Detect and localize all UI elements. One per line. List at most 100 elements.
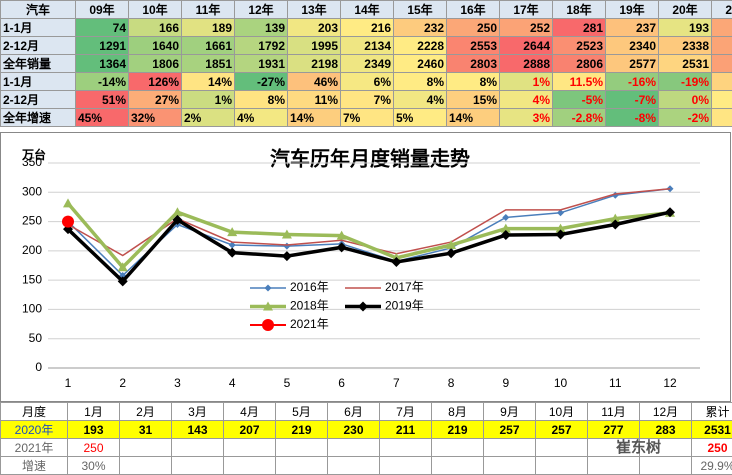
point <box>336 230 347 240</box>
header-row: 汽车09年10年11年12年13年14年15年16年17年18年19年20年21… <box>0 0 732 19</box>
total-cell: 29.9% <box>691 456 732 475</box>
point <box>665 207 675 218</box>
data-cell: 281 <box>552 18 606 37</box>
point <box>446 240 457 249</box>
data-cell: 2340 <box>605 36 659 55</box>
data-cell: 1931 <box>234 54 288 73</box>
data-cell <box>483 438 536 457</box>
data-cell <box>587 438 640 457</box>
legend-label: 2019年 <box>385 299 424 313</box>
data-cell <box>171 456 224 475</box>
legend-marker <box>264 284 272 292</box>
data-cell: 143 <box>171 420 224 439</box>
point <box>555 223 566 233</box>
data-cell <box>379 438 432 457</box>
data-cell: 27% <box>128 90 182 109</box>
legend-label: 2021年 <box>290 317 329 331</box>
point <box>227 227 238 237</box>
y-tick-label: 250 <box>22 214 42 228</box>
row-label: 全年增速 <box>0 108 76 127</box>
point <box>119 271 127 279</box>
data-cell: 2338 <box>658 36 712 55</box>
point <box>172 207 183 217</box>
header-row: 月度 1月 2月 3月 4月 5月 6月 7月 8月 9月 10月 11月 12月 累计 <box>0 402 732 421</box>
y-axis-label: 万台 <box>21 147 46 162</box>
point <box>117 276 128 287</box>
data-cell: 32% <box>128 108 182 127</box>
data-cell: 46% <box>287 72 341 91</box>
data-cell <box>639 456 692 475</box>
data-cell: 211 <box>379 420 432 439</box>
point <box>172 214 183 225</box>
header-cell: 4月 <box>223 402 276 421</box>
data-row: 2021年 250 250 <box>0 438 732 457</box>
point <box>666 185 674 193</box>
data-cell: -7% <box>605 90 659 109</box>
data-cell <box>223 456 276 475</box>
data-cell: 4% <box>499 90 553 109</box>
total-cell: 250 <box>691 438 732 457</box>
monthly-table: 月度 1月 2月 3月 4月 5月 6月 7月 8月 9月 10月 11月 12月 累计 2020年 193 3… <box>0 402 732 475</box>
data-cell <box>119 438 172 457</box>
data-cell: 1661 <box>181 36 235 55</box>
data-cell: 1% <box>181 90 235 109</box>
data-cell <box>171 438 224 457</box>
data-cell: 2803 <box>446 54 500 73</box>
data-cell: 2577 <box>605 54 659 73</box>
data-cell: 1640 <box>128 36 182 55</box>
data-cell: 126% <box>128 72 182 91</box>
x-tick-label: 4 <box>229 376 236 390</box>
x-tick-label: 10 <box>554 376 568 390</box>
data-cell: 1291 <box>75 36 129 55</box>
header-cell: 12年 <box>234 0 288 19</box>
data-cell: 139 <box>234 18 288 37</box>
point <box>63 198 73 208</box>
point <box>283 242 291 250</box>
header-cell: 8月 <box>431 402 484 421</box>
data-cell: 45% <box>75 108 129 127</box>
data-cell: 5% <box>711 90 732 109</box>
header-cell: 9月 <box>483 402 536 421</box>
data-cell: 2228 <box>393 36 447 55</box>
data-cell: 4% <box>393 90 447 109</box>
data-cell: 8% <box>446 72 500 91</box>
y-tick-label: 200 <box>22 243 42 257</box>
data-cell: 193 <box>658 18 712 37</box>
data-cell <box>483 456 536 475</box>
data-cell <box>587 456 640 475</box>
legend-label: 2018年 <box>290 299 329 313</box>
data-cell: 2523 <box>552 36 606 55</box>
x-tick-label: 5 <box>284 376 291 390</box>
header-cell: 5月 <box>275 402 328 421</box>
data-cell: -19% <box>658 72 712 91</box>
data-cell <box>379 456 432 475</box>
data-cell: 216 <box>340 18 394 37</box>
data-cell <box>327 438 380 457</box>
data-cell: 2531 <box>658 54 712 73</box>
data-cell: 1364 <box>75 54 129 73</box>
point <box>502 213 510 221</box>
data-cell: 7% <box>711 108 732 127</box>
header-cell: 16年 <box>446 0 500 19</box>
data-row: 增速 30% 29.9% <box>0 456 732 475</box>
data-cell <box>275 438 328 457</box>
x-tick-label: 12 <box>663 376 677 390</box>
chart-title: 汽车历年月度销量走势 <box>270 146 470 170</box>
data-cell: 207 <box>223 420 276 439</box>
point <box>62 215 74 228</box>
header-cell: 14年 <box>340 0 394 19</box>
row-label: 2021年 <box>0 438 68 457</box>
data-cell <box>223 438 276 457</box>
data-cell: 1995 <box>287 36 341 55</box>
point <box>391 256 402 267</box>
data-cell: 203 <box>287 18 341 37</box>
data-cell: 250 <box>711 18 732 37</box>
y-tick-label: 0 <box>35 360 42 374</box>
x-tick-label: 2 <box>119 376 126 390</box>
data-cell: 237 <box>605 18 659 37</box>
data-row: 1-1月 -14% 126% 14% -27% 46% 6% 8% 8% 1% 11.5% -16% -… <box>0 72 732 91</box>
data-cell <box>535 438 588 457</box>
data-cell: 8% <box>234 90 288 109</box>
